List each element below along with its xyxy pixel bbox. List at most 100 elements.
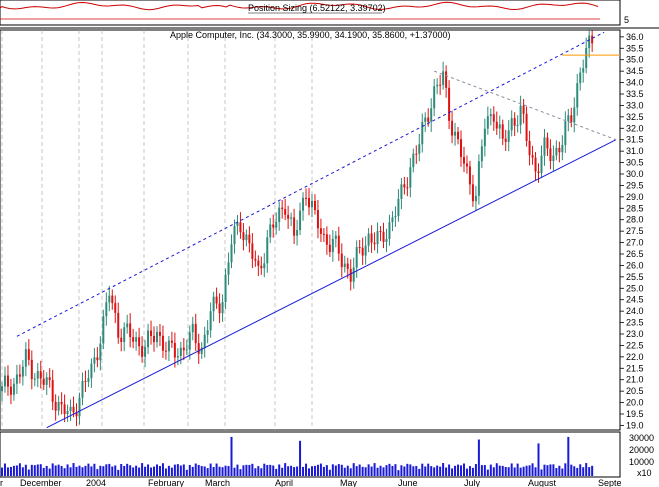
candle-body-58 xyxy=(173,342,176,358)
price-tick-label-32: 35.0 xyxy=(626,55,644,65)
volume-bar-125 xyxy=(373,463,376,476)
volume-bar-35 xyxy=(105,464,108,476)
volume-bar-9 xyxy=(27,469,30,476)
volume-bar-27 xyxy=(81,467,84,476)
volume-bar-156 xyxy=(465,468,468,476)
price-tick-label-14: 26.0 xyxy=(626,260,644,270)
volume-bar-110 xyxy=(328,469,331,476)
x-label-june: June xyxy=(398,478,418,487)
candle-body-195 xyxy=(582,68,585,73)
trend-lines xyxy=(16,31,617,429)
candle-body-69 xyxy=(206,330,209,335)
candle-body-185 xyxy=(552,155,555,162)
volume-bar-170 xyxy=(507,467,510,476)
price-tick-label-33: 35.5 xyxy=(626,43,644,53)
candle-body-108 xyxy=(322,233,325,235)
price-panel: 19.019.520.0 20.521.0 21.522.0 22.523.023.5… xyxy=(0,27,644,431)
volume-bar-48 xyxy=(144,466,147,476)
candle-body-38 xyxy=(114,303,117,313)
volume-bar-195 xyxy=(582,467,585,476)
volume-bar-57 xyxy=(170,467,173,476)
volume-bar-149 xyxy=(445,467,448,476)
candle-body-184 xyxy=(549,148,552,162)
volume-bar-1 xyxy=(3,463,6,476)
volume-bar-176 xyxy=(525,465,528,476)
trend-line-dashed xyxy=(16,31,605,337)
volume-bar-107 xyxy=(319,463,322,476)
volume-bar-166 xyxy=(495,463,498,476)
candle-body-1 xyxy=(3,375,6,387)
candle-body-145 xyxy=(433,86,436,109)
candle-body-113 xyxy=(337,235,340,254)
candle-body-13 xyxy=(39,371,42,379)
volume-bar-169 xyxy=(504,466,507,476)
volume-panel: 30000 20000 10000 x10 xyxy=(0,431,654,478)
candle-body-101 xyxy=(302,197,305,211)
volume-bar-44 xyxy=(132,467,135,476)
candle-body-161 xyxy=(480,146,483,162)
volume-bar-120 xyxy=(358,464,361,476)
candle-body-73 xyxy=(218,303,221,314)
volume-bar-177 xyxy=(528,465,531,476)
candle-body-110 xyxy=(328,244,331,252)
volume-bar-157 xyxy=(468,466,471,476)
candle-body-124 xyxy=(370,233,373,243)
candle-body-188 xyxy=(561,144,564,153)
volume-bar-70 xyxy=(209,463,212,476)
price-tick-label-29: 33.5 xyxy=(626,89,644,99)
volume-bar-64 xyxy=(191,466,194,476)
candle-body-147 xyxy=(439,84,442,86)
candle-body-7 xyxy=(21,366,24,377)
volume-bar-80 xyxy=(239,469,242,476)
volume-bar-99 xyxy=(296,466,299,476)
candle-body-152 xyxy=(454,131,457,136)
candle-body-102 xyxy=(305,197,308,199)
volume-bar-13 xyxy=(39,464,42,476)
volume-bar-69 xyxy=(206,468,209,476)
candle-body-122 xyxy=(364,245,367,256)
volume-bar-146 xyxy=(436,465,439,476)
price-tick-label-18: 28.0 xyxy=(626,215,644,225)
candle-body-154 xyxy=(460,139,463,158)
volume-bar-108 xyxy=(322,466,325,476)
candle-body-78 xyxy=(233,225,236,245)
candle-body-104 xyxy=(310,200,313,208)
volume-bar-133 xyxy=(397,470,400,476)
volume-bar-142 xyxy=(424,466,427,476)
volume-bar-11 xyxy=(33,465,36,476)
volume-bar-126 xyxy=(376,467,379,476)
volume-bar-134 xyxy=(400,465,403,476)
candle-body-130 xyxy=(388,222,391,239)
candle-body-103 xyxy=(308,197,310,208)
volume-bar-102 xyxy=(305,463,308,476)
volume-bar-175 xyxy=(522,466,525,476)
volume-bar-137 xyxy=(409,464,412,476)
candle-body-150 xyxy=(448,87,451,121)
volume-tick-10000: 10000 xyxy=(629,457,654,467)
volume-bar-172 xyxy=(513,467,516,476)
candle-body-47 xyxy=(141,346,144,357)
volume-bar-81 xyxy=(242,465,245,476)
candle-body-95 xyxy=(284,209,287,215)
candle-body-89 xyxy=(266,237,269,264)
top-panel: Position Sizing (6.52122, 3.39702) 5 xyxy=(0,0,629,26)
candle-body-115 xyxy=(343,263,346,268)
candle-body-81 xyxy=(242,232,245,241)
volume-bar-151 xyxy=(451,468,454,476)
price-tick-label-34: 36.0 xyxy=(626,32,644,42)
trend-line-dotted xyxy=(434,70,617,141)
volume-bar-28 xyxy=(84,465,87,476)
volume-bar-189 xyxy=(564,463,567,476)
x-label-may: May xyxy=(340,478,358,487)
volume-bar-15 xyxy=(45,465,48,476)
volume-bar-58 xyxy=(173,464,176,476)
volume-bar-182 xyxy=(543,464,546,476)
price-tick-label-30: 34.0 xyxy=(626,78,644,88)
volume-bar-49 xyxy=(147,464,150,476)
x-axis: r December 2004 February March April May… xyxy=(0,478,622,487)
candle-body-48 xyxy=(144,347,147,357)
volume-bar-132 xyxy=(394,464,397,476)
candle-body-16 xyxy=(48,377,51,381)
candle-body-176 xyxy=(525,113,528,141)
